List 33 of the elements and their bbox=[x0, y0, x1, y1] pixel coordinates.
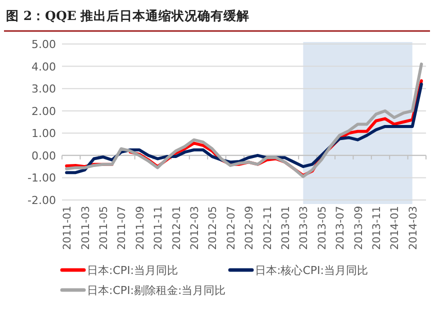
x-tick-label: 2011-03 bbox=[80, 206, 92, 250]
y-tick-label: 2.00 bbox=[32, 104, 56, 118]
x-tick-label: 2012-05 bbox=[207, 206, 220, 250]
x-tick-label: 2011-01 bbox=[62, 206, 74, 250]
y-tick-label: 5.00 bbox=[32, 38, 56, 51]
x-tick-label: 2011-07 bbox=[116, 206, 128, 250]
y-tick-label: 0.00 bbox=[32, 149, 56, 162]
x-tick-label: 2013-03 bbox=[298, 206, 310, 250]
x-tick-label: 2014-01 bbox=[389, 206, 402, 250]
x-tick-label: 2012-03 bbox=[188, 206, 201, 250]
line-series bbox=[65, 62, 423, 178]
x-tick-label: 2011-11 bbox=[152, 206, 165, 250]
x-tick-label: 2011-05 bbox=[98, 206, 110, 250]
x-tick-label: 2014-03 bbox=[407, 206, 420, 250]
x-tick-label: 2011-09 bbox=[134, 206, 146, 250]
x-tick-label: 2013-07 bbox=[334, 206, 347, 250]
y-tick-label: -1.00 bbox=[28, 172, 56, 185]
legend-label: 日本:CPI:剔除租金:当月同比 bbox=[87, 284, 226, 297]
x-tick-label: 2012-01 bbox=[170, 206, 183, 250]
x-tick-label: 2013-05 bbox=[316, 206, 328, 250]
legend-label: 日本:CPI:当月同比 bbox=[87, 264, 178, 277]
x-tick-label: 2012-11 bbox=[262, 206, 274, 250]
chart-title: 图 2：QQE 推出后日本通缩状况确有缓解 bbox=[6, 8, 250, 23]
y-tick-label: 4.00 bbox=[32, 60, 56, 74]
x-tick-label: 2013-11 bbox=[370, 206, 383, 250]
x-tick-label: 2012-09 bbox=[244, 206, 256, 250]
x-tick-label: 2013-01 bbox=[280, 206, 292, 250]
x-tick-label: 2013-09 bbox=[352, 206, 365, 250]
x-tick-label: 2012-07 bbox=[225, 206, 238, 250]
legend-label: 日本:核心CPI:当月同比 bbox=[255, 264, 368, 277]
y-tick-label: 3.00 bbox=[32, 82, 56, 96]
y-tick-label: 1.00 bbox=[32, 127, 56, 140]
y-tick-label: -2.00 bbox=[28, 194, 56, 207]
